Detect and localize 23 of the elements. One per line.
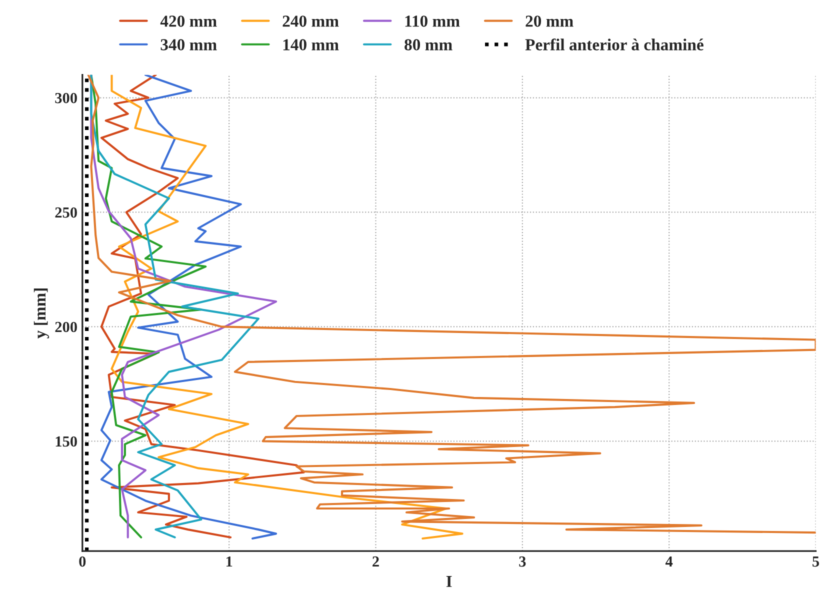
y-axis-title: y [mm] — [34, 288, 50, 338]
x-axis-title: I — [446, 576, 452, 587]
legend-label: Perfil anterior à chaminé — [525, 38, 704, 50]
y-tick-label: 300 — [55, 92, 77, 104]
line-series — [110, 74, 464, 540]
legend-label: 20 mm — [526, 16, 574, 27]
y-tick-label: 150 — [56, 436, 77, 447]
line-series — [90, 74, 207, 538]
legend-label: 240 mm — [282, 16, 339, 27]
x-tick-label: 2 — [372, 556, 379, 567]
x-tick-label: 5 — [812, 556, 820, 567]
x-tick-label: 4 — [665, 556, 673, 567]
line-series — [87, 74, 816, 534]
y-tick-label: 200 — [55, 322, 77, 332]
legend-label: 140 mm — [283, 39, 339, 50]
x-tick-label: 3 — [519, 556, 526, 567]
y-tick-label: 250 — [55, 207, 77, 218]
x-tick-label: 1 — [226, 556, 232, 567]
legend-label: 340 mm — [160, 39, 217, 50]
legend-label: 420 mm — [160, 16, 217, 27]
x-tick-label: 0 — [79, 556, 86, 567]
legend-label: 80 mm — [404, 39, 452, 50]
legend-label: 110 mm — [405, 16, 460, 27]
